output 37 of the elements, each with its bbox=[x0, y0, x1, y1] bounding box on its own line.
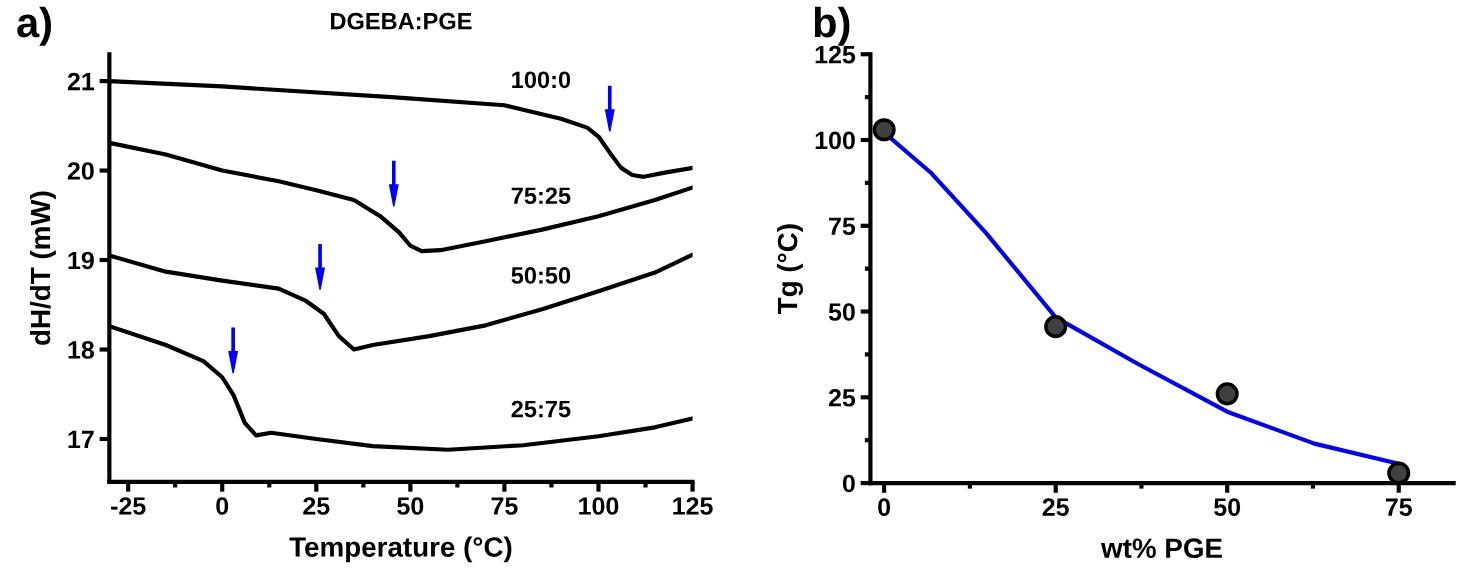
text: a) bbox=[17, 6, 52, 46]
y-tick-label: 0 bbox=[842, 474, 855, 493]
y-tick-label: 18 bbox=[68, 341, 94, 359]
series-label: 25:75 bbox=[511, 400, 571, 418]
x-tick-label: 25 bbox=[1042, 498, 1069, 517]
x-tick-label: 75 bbox=[491, 497, 518, 515]
point bbox=[872, 118, 896, 142]
series-label: 75:25 bbox=[511, 187, 571, 205]
x-tick-label: 0 bbox=[216, 497, 229, 515]
y-tick-label: 75 bbox=[829, 217, 856, 236]
y-tick-label: 25 bbox=[828, 388, 856, 407]
y-tick-label: 19 bbox=[68, 251, 94, 270]
y-tick-label: 50 bbox=[828, 303, 855, 321]
y-axis-title: dH/dT (mW) bbox=[29, 191, 56, 345]
y-tick-label: 20 bbox=[67, 162, 94, 180]
y-tick-label: 100 bbox=[815, 131, 855, 150]
point bbox=[1044, 315, 1068, 339]
x-tick-label: 100 bbox=[579, 497, 619, 515]
x-tick-label: 25 bbox=[303, 497, 330, 515]
chart-title: DGEBA:PGE bbox=[331, 12, 472, 30]
y-tick-label: 21 bbox=[67, 72, 95, 91]
x-axis-title: wt% PGE bbox=[1100, 538, 1222, 559]
y-tick-label: 125 bbox=[815, 45, 856, 64]
y-axis-title: Tg (°C) bbox=[777, 224, 804, 314]
x-tick-label: -25 bbox=[111, 497, 146, 515]
series-label: 100:0 bbox=[512, 71, 571, 89]
text: b) bbox=[814, 6, 850, 46]
point bbox=[1215, 382, 1239, 406]
x-axis-title: Temperature (°C) bbox=[289, 536, 512, 563]
x-tick-label: 50 bbox=[1214, 498, 1241, 517]
x-tick-label: 75 bbox=[1385, 498, 1412, 517]
x-tick-label: 50 bbox=[397, 497, 424, 515]
x-tick-label: 125 bbox=[673, 497, 713, 515]
point bbox=[1387, 461, 1411, 485]
x-tick-label: 0 bbox=[878, 498, 891, 517]
series-label: 50:50 bbox=[511, 267, 571, 284]
y-tick-label: 17 bbox=[68, 430, 94, 449]
